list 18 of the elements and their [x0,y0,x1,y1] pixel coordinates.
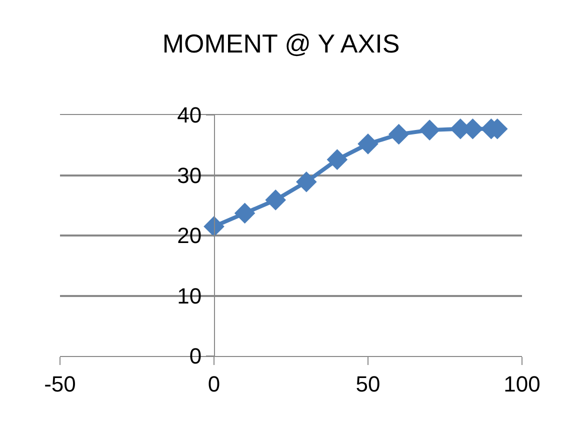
point [204,216,224,237]
point [234,202,256,224]
chart-title: MOMENT @ Y AXIS [162,28,400,58]
point [419,120,440,140]
point [358,134,378,154]
x-tick-label: -50 [44,371,76,396]
y-tick-label: 10 [177,283,202,308]
point [388,124,410,145]
y-tick-label: 40 [177,102,202,128]
x-tick-label: 100 [504,371,540,396]
point [265,190,286,210]
x-tick-label: 50 [356,371,380,396]
y-tick-label: 0 [189,344,202,369]
y-tick-label: 30 [177,162,202,188]
point [326,149,348,170]
x-tick-label: 0 [208,371,220,396]
y-tick-label: 20 [177,223,202,248]
point [296,171,317,192]
